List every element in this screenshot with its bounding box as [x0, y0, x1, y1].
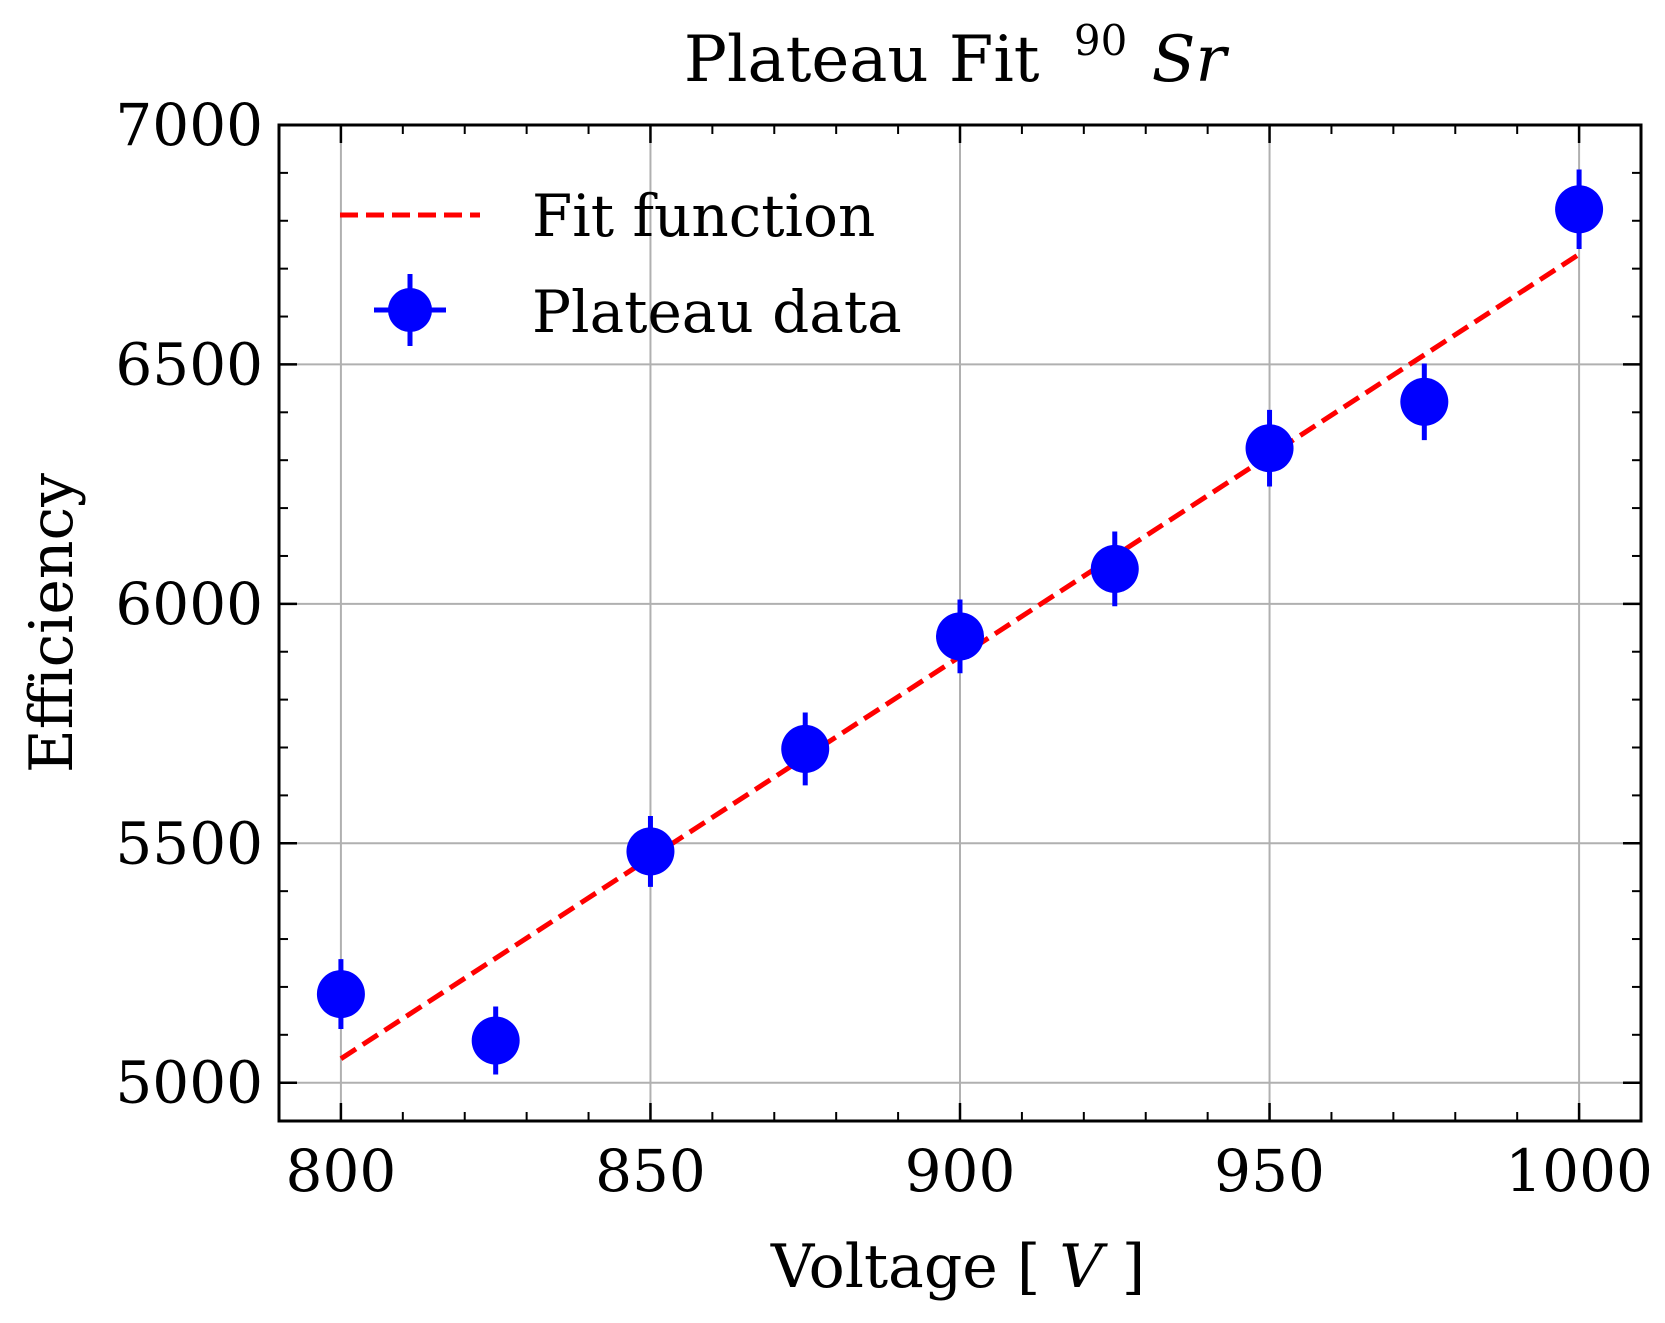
- chart-title-text: Plateau Fit: [684, 23, 1040, 97]
- tick-labels: 800 850 900 950 1000 5000 5500 6000 6500 7000: [115, 91, 1653, 1205]
- y-tick-label: 5000: [115, 1049, 263, 1117]
- x-tick-label: 950: [1214, 1137, 1325, 1205]
- legend-data-label: Plateau data: [532, 278, 902, 346]
- x-axis-label-close: ]: [1122, 1232, 1145, 1302]
- plot-frame: [277, 123, 1643, 1123]
- chart-title-element: Sr: [1152, 23, 1230, 97]
- data-point: [1555, 185, 1604, 234]
- x-axis-label-unit: V: [1059, 1232, 1108, 1302]
- data-point: [936, 612, 984, 661]
- x-tick-label: 850: [595, 1137, 706, 1205]
- data-point: [316, 970, 365, 1019]
- y-tick-label: 5500: [115, 809, 263, 877]
- y-tick-label: 7000: [115, 91, 263, 159]
- x-axis-label-open: [: [1017, 1232, 1040, 1302]
- x-axis-label: Voltage [ V ]: [770, 1232, 1145, 1302]
- legend: Fit function Plateau data: [340, 182, 902, 346]
- y-tick-label: 6500: [115, 330, 263, 398]
- chart-title-superscript: 90: [1074, 16, 1127, 65]
- x-tick-label: 900: [905, 1137, 1016, 1205]
- y-tick-label: 6000: [115, 570, 263, 638]
- chart-title: Plateau Fit 90 Sr: [684, 0, 1230, 97]
- data-point: [626, 827, 675, 876]
- x-tick-label: 800: [286, 1137, 397, 1205]
- data-point: [1400, 377, 1449, 426]
- x-axis-label-main: Voltage: [770, 1232, 1017, 1302]
- x-tick-label: 1000: [1505, 1137, 1653, 1205]
- data-point: [471, 1016, 520, 1065]
- legend-fit-label: Fit function: [532, 182, 875, 250]
- data-point: [1245, 424, 1294, 473]
- y-axis-label: Efficiency: [17, 473, 87, 773]
- legend-data-swatch-marker: [388, 288, 432, 332]
- data-point: [1090, 544, 1139, 593]
- points-layer: [316, 169, 1604, 1075]
- data-point: [781, 724, 830, 773]
